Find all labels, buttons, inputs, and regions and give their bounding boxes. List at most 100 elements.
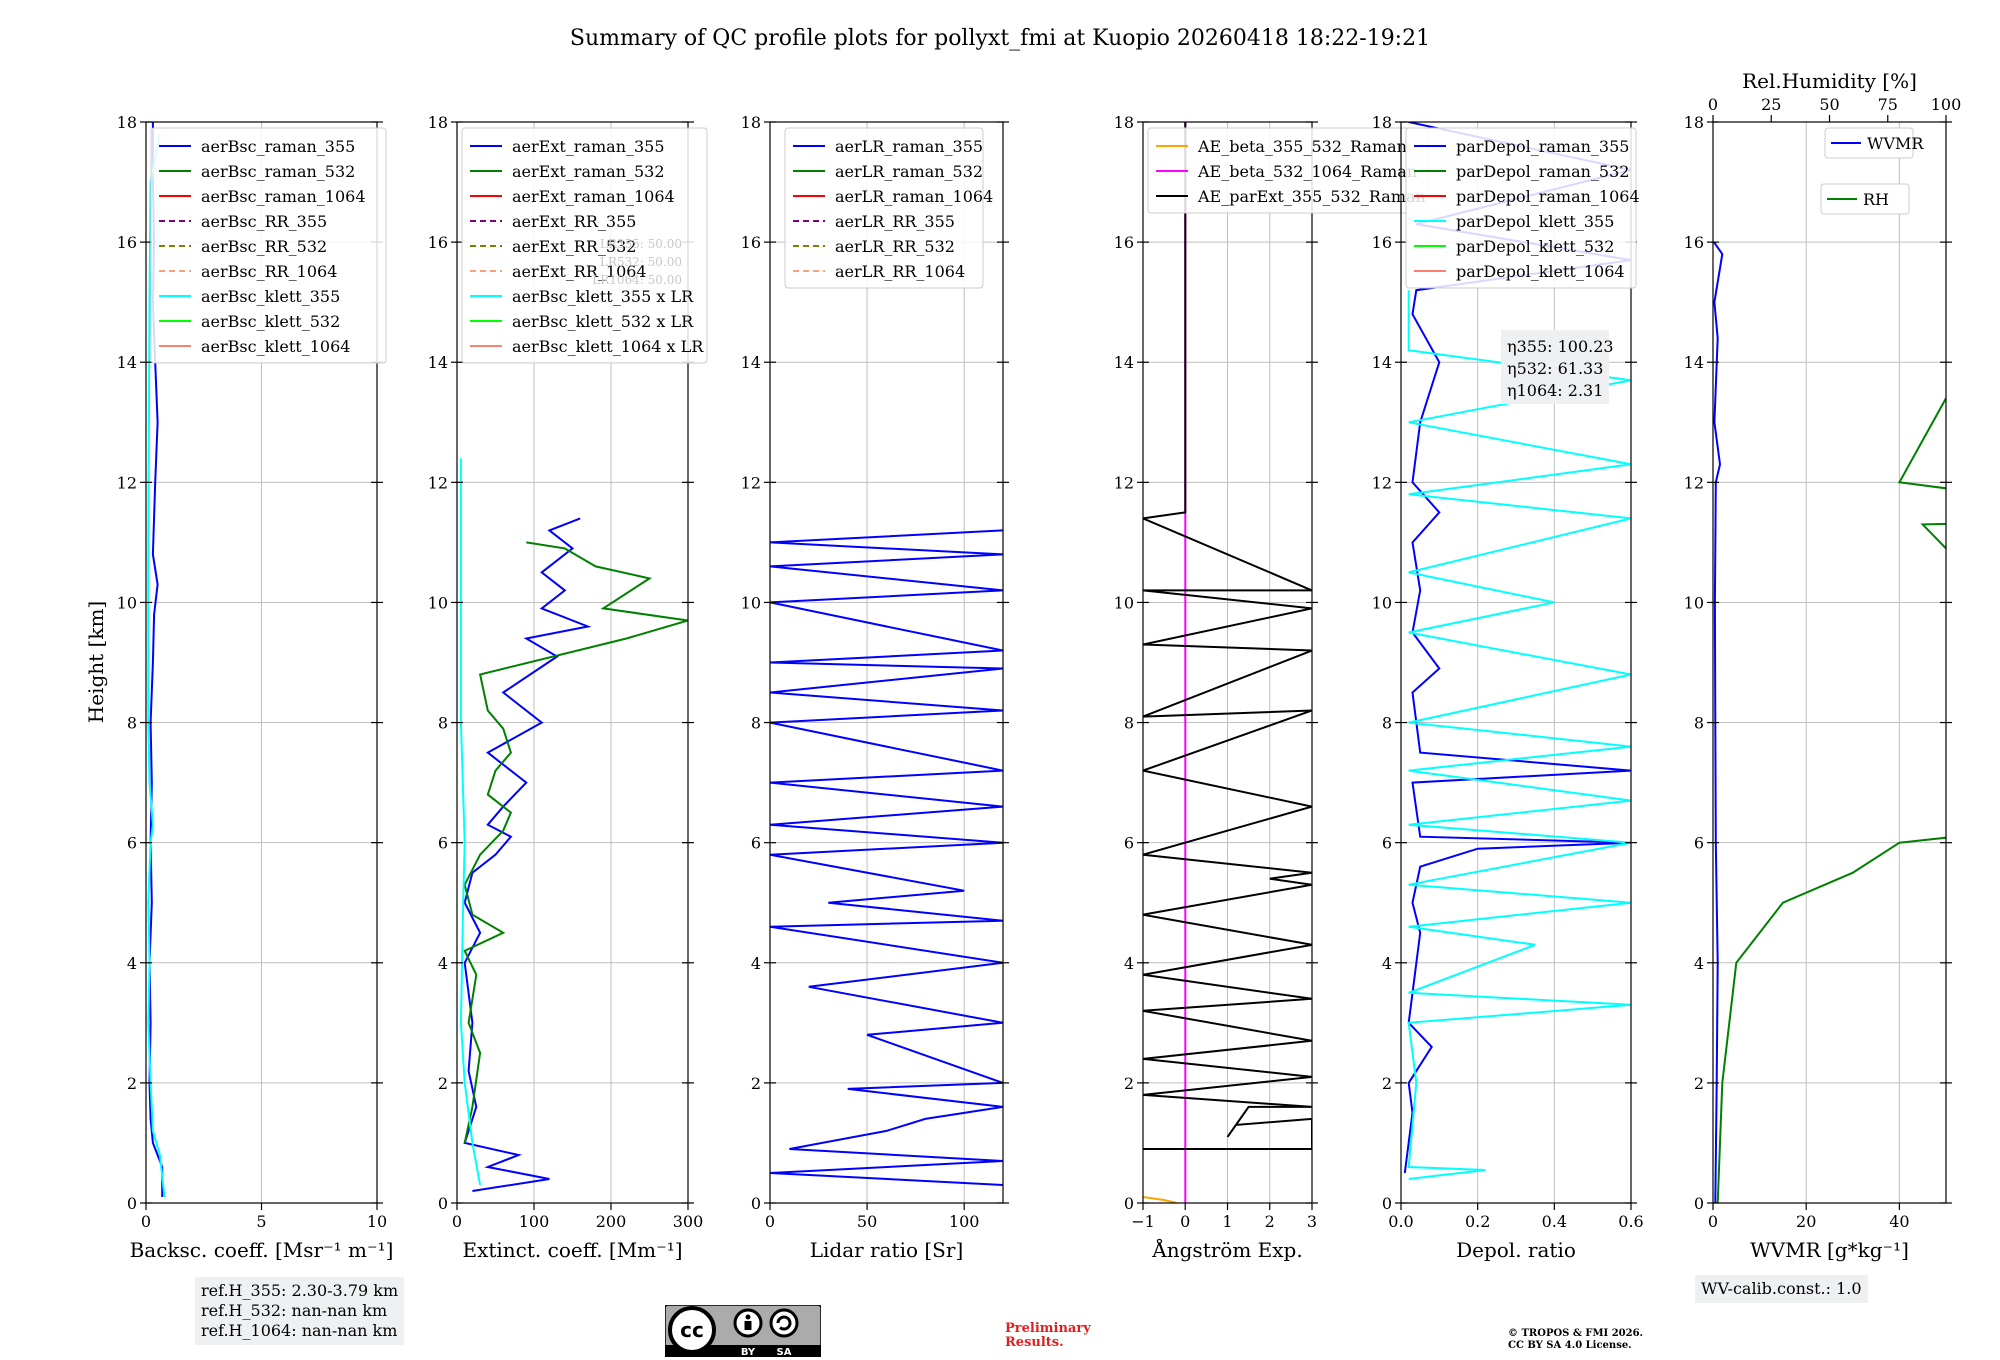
legend-label: aerLR_RR_1064 bbox=[835, 262, 965, 281]
legend-label: aerBsc_klett_355 x LR bbox=[512, 287, 694, 306]
y-tick-label: 8 bbox=[1382, 714, 1392, 733]
panel-lr: 0 2 4 6 8 10 12 14 16 18 0 50 100 Lidar ratio [Sr] aer… bbox=[741, 113, 1009, 1262]
legend-label: aerLR_raman_1064 bbox=[835, 187, 993, 206]
y-tick-label: 14 bbox=[428, 353, 448, 372]
cc-icon bbox=[668, 1306, 716, 1354]
eta-line: η355: 100.23 bbox=[1507, 337, 1614, 356]
legend-label: WVMR bbox=[1867, 134, 1924, 153]
legend-frame bbox=[461, 127, 708, 364]
x-axis-label: Depol. ratio bbox=[1456, 1238, 1576, 1262]
legend: aerLR_raman_355 aerLR_raman_532 aerLR_rama… bbox=[784, 127, 993, 289]
series-aerExt_raman_355 bbox=[463, 517, 592, 1192]
y-tick-label: 6 bbox=[438, 834, 448, 853]
y-tick-label: 10 bbox=[741, 593, 761, 612]
x-tick-label: 100 bbox=[519, 1212, 550, 1231]
legend-label: aerBsc_klett_1064 bbox=[201, 337, 350, 356]
panel-depol: 0 2 4 6 8 10 12 14 16 18 0.0 0.2 0.4 0.6 Depol. ratio p… bbox=[1372, 113, 1644, 1262]
legend-label: aerBsc_klett_532 x LR bbox=[512, 312, 694, 331]
y-tick-label: 14 bbox=[1372, 353, 1392, 372]
y-tick-label: 2 bbox=[751, 1074, 761, 1093]
x-tick-label: 0.2 bbox=[1465, 1212, 1490, 1231]
y-tick-label: 16 bbox=[741, 233, 761, 252]
series-aerExt_raman_532 bbox=[463, 541, 688, 1144]
legend-frame bbox=[1405, 127, 1637, 289]
legend-label: aerLR_raman_532 bbox=[835, 162, 983, 181]
x-tick-label: 300 bbox=[673, 1212, 704, 1231]
y-tick-label: 12 bbox=[1372, 473, 1392, 492]
legend-label: parDepol_klett_355 bbox=[1456, 212, 1614, 231]
legend-label: aerBsc_RR_1064 bbox=[201, 262, 337, 281]
panel-ext: 0 2 4 6 8 10 12 14 16 18 0 100 200 300 Extinct. coeff.… bbox=[428, 113, 708, 1262]
x-tick-label: 0.6 bbox=[1618, 1212, 1643, 1231]
x-tick-label: 200 bbox=[596, 1212, 627, 1231]
y-tick-label: 4 bbox=[127, 954, 137, 973]
y-tick-label: 0 bbox=[1694, 1194, 1704, 1213]
y-tick-label: 12 bbox=[1114, 473, 1134, 492]
legend-label: aerBsc_raman_532 bbox=[201, 162, 355, 181]
lr-note: LR1064: 50.00 bbox=[592, 273, 682, 287]
y-tick-label: 16 bbox=[1114, 233, 1134, 252]
x-tick-label: 50 bbox=[857, 1212, 877, 1231]
top-axis-label: Rel.Humidity [%] bbox=[1742, 69, 1917, 93]
x-tick-label: 20 bbox=[1796, 1212, 1816, 1231]
x-axis-label: Lidar ratio [Sr] bbox=[810, 1238, 964, 1262]
x-tick-label: 100 bbox=[949, 1212, 980, 1231]
legend-frame bbox=[1820, 183, 1910, 215]
y-tick-label: 18 bbox=[1114, 113, 1134, 132]
lr-note: LR532: 50.00 bbox=[600, 255, 682, 269]
legend-label: parDepol_klett_532 bbox=[1456, 237, 1614, 256]
x-axis-label: WVMR [g*kg⁻¹] bbox=[1750, 1238, 1909, 1262]
eta-line: η532: 61.33 bbox=[1507, 359, 1603, 378]
svg-text:cc: cc bbox=[680, 1318, 704, 1342]
series-parDepol_klett_355 bbox=[1407, 290, 1631, 1180]
x-tick-label: 0 bbox=[141, 1212, 151, 1231]
y-tick-label: 6 bbox=[1124, 834, 1134, 853]
copyright-note: © TROPOS & FMI 2026. CC BY SA 4.0 Licens… bbox=[1508, 1328, 1643, 1352]
legend-frame bbox=[784, 127, 984, 289]
y-tick-label: 8 bbox=[127, 714, 137, 733]
top-x-tick-label: 75 bbox=[1878, 95, 1898, 114]
x-tick-label: 10 bbox=[367, 1212, 387, 1231]
legend-label: aerLR_RR_355 bbox=[835, 212, 955, 231]
y-tick-label: 0 bbox=[438, 1194, 448, 1213]
y-tick-label: 0 bbox=[1382, 1194, 1392, 1213]
y-tick-label: 10 bbox=[1372, 593, 1392, 612]
y-tick-label: 18 bbox=[428, 113, 448, 132]
y-tick-label: 10 bbox=[1114, 593, 1134, 612]
y-tick-label: 2 bbox=[1694, 1074, 1704, 1093]
series-AE_beta_355_532_Raman bbox=[1143, 1196, 1178, 1203]
y-tick-label: 10 bbox=[1684, 593, 1704, 612]
y-tick-label: 4 bbox=[751, 954, 761, 973]
y-tick-label: 14 bbox=[1114, 353, 1134, 372]
top-x-tick-label: 25 bbox=[1761, 95, 1781, 114]
figure-title: Summary of QC profile plots for pollyxt_… bbox=[570, 26, 1430, 51]
legend-label: aerBsc_raman_355 bbox=[201, 137, 355, 156]
badge-by: BY bbox=[741, 1347, 756, 1357]
y-tick-label: 10 bbox=[117, 593, 137, 612]
legend: aerBsc_raman_355 aerBsc_raman_532 aerBsc_r… bbox=[150, 127, 387, 364]
series-RH bbox=[1716, 397, 1946, 1203]
legend-label: aerBsc_RR_355 bbox=[201, 212, 327, 231]
y-tick-label: 4 bbox=[1124, 954, 1134, 973]
legend-label: aerExt_RR_355 bbox=[512, 212, 636, 231]
y-tick-label: 14 bbox=[1684, 353, 1704, 372]
y-tick-label: 6 bbox=[127, 834, 137, 853]
x-tick-label: 5 bbox=[256, 1212, 266, 1231]
legend-label: parDepol_klett_1064 bbox=[1456, 262, 1625, 281]
legend-label: aerBsc_RR_532 bbox=[201, 237, 327, 256]
lr-note: LR355: 50.00 bbox=[600, 237, 682, 251]
legend-label: aerBsc_klett_532 bbox=[201, 312, 340, 331]
x-axis-label: Extinct. coeff. [Mm⁻¹] bbox=[462, 1238, 682, 1262]
x-axis-label: Backsc. coeff. [Msr⁻¹ m⁻¹] bbox=[130, 1238, 394, 1262]
legend-label: aerBsc_raman_1064 bbox=[201, 187, 366, 206]
ref-height-532: ref.H_532: nan-nan km bbox=[201, 1301, 388, 1320]
preliminary-line-2: Results. bbox=[1005, 1335, 1064, 1350]
y-tick-label: 12 bbox=[1684, 473, 1704, 492]
y-tick-label: 12 bbox=[741, 473, 761, 492]
y-tick-label: 18 bbox=[741, 113, 761, 132]
x-tick-label: 40 bbox=[1889, 1212, 1909, 1231]
y-tick-label: 10 bbox=[428, 593, 448, 612]
legend-frame bbox=[150, 127, 387, 364]
series-parDepol_raman_355 bbox=[1403, 122, 1631, 1174]
